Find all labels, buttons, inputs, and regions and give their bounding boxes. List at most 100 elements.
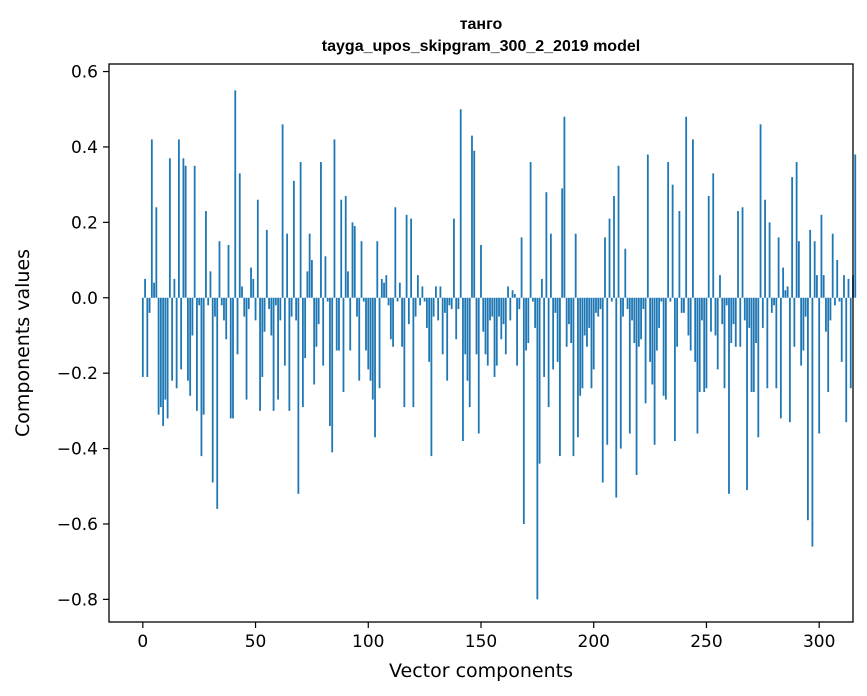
bar-92	[349, 297, 352, 351]
bar-8	[159, 297, 162, 408]
bar-211	[617, 165, 620, 298]
bar-20	[187, 297, 189, 381]
bar-74	[308, 233, 311, 298]
bar-72	[304, 297, 307, 359]
bar-272	[755, 297, 757, 343]
bar-212	[619, 297, 622, 449]
bar-166	[516, 297, 518, 366]
bar-196	[583, 297, 586, 336]
y-axis-label: Components values	[12, 249, 34, 437]
bar-35	[220, 297, 223, 306]
bar-284	[782, 267, 785, 298]
bar-266	[741, 207, 744, 298]
bar-172	[529, 162, 532, 298]
bar-207	[608, 218, 611, 298]
bar-26	[200, 297, 203, 457]
bar-60	[277, 297, 279, 400]
bar-108	[385, 275, 388, 298]
bar-242	[687, 297, 690, 336]
bar-223	[644, 297, 647, 404]
chart-subtitle: tayga_upos_skipgram_300_2_2019 model	[322, 38, 640, 55]
bar-163	[509, 297, 512, 321]
bar-204	[601, 297, 604, 483]
bar-145	[468, 297, 471, 408]
bar-series	[141, 90, 857, 600]
bar-111	[392, 297, 394, 347]
bar-260	[728, 297, 730, 494]
bar-139	[455, 297, 458, 340]
bar-140	[457, 297, 460, 310]
bar-187	[563, 116, 566, 298]
bar-311	[843, 275, 845, 298]
bar-91	[347, 271, 349, 298]
bar-44	[241, 286, 243, 298]
bar-250	[705, 297, 708, 389]
bar-289	[793, 297, 796, 347]
bar-147	[473, 150, 476, 298]
bar-38	[227, 244, 230, 298]
bar-152	[484, 297, 487, 355]
bar-298	[813, 241, 816, 298]
bar-241	[685, 116, 688, 298]
bar-168	[520, 237, 523, 298]
bar-136	[448, 297, 451, 306]
bar-208	[610, 297, 613, 302]
bar-281	[775, 297, 778, 389]
bar-222	[642, 297, 645, 310]
bar-295	[807, 297, 809, 521]
bar-129	[432, 297, 435, 317]
bar-109	[387, 297, 390, 306]
bar-202	[597, 297, 600, 317]
bar-199	[590, 297, 593, 389]
bar-151	[482, 297, 485, 332]
y-axis: −0.8 −0.6 −0.4 −0.2 0.0 0.2 0.4 0.6	[57, 63, 109, 610]
bar-23	[193, 165, 196, 298]
bar-101	[369, 297, 372, 381]
bar-257	[721, 297, 724, 325]
bar-285	[784, 290, 787, 298]
bar-246	[696, 297, 699, 434]
bar-265	[739, 297, 742, 347]
bar-133	[441, 297, 444, 355]
bar-225	[649, 297, 651, 362]
y-tick-label: 0.4	[71, 138, 98, 158]
bar-164	[511, 290, 514, 298]
bar-125	[423, 297, 426, 302]
bar-221	[640, 297, 642, 340]
bar-106	[380, 278, 383, 298]
bar-61	[279, 297, 282, 321]
bar-227	[653, 297, 656, 445]
bar-51	[256, 199, 259, 298]
y-tick-label: −0.2	[57, 364, 98, 384]
bar-312	[845, 297, 848, 423]
bar-177	[540, 278, 543, 298]
bar-282	[777, 237, 780, 298]
bar-228	[655, 297, 658, 351]
bar-79	[320, 162, 322, 298]
bar-275	[761, 297, 764, 328]
bar-255	[716, 297, 719, 370]
bar-10	[164, 297, 167, 400]
bar-97	[360, 241, 363, 298]
bar-244	[692, 139, 694, 298]
bar-3	[148, 297, 151, 313]
bar-203	[599, 297, 602, 310]
bar-98	[362, 297, 365, 302]
bar-182	[552, 297, 555, 370]
bar-185	[559, 297, 561, 457]
bar-22	[191, 297, 194, 336]
bar-89	[342, 297, 345, 393]
bar-303	[825, 297, 827, 332]
bar-308	[836, 260, 839, 298]
bar-64	[286, 233, 289, 298]
bar-210	[615, 297, 618, 498]
bar-9	[162, 297, 165, 426]
bar-232	[664, 297, 667, 400]
bar-237	[676, 297, 679, 347]
bar-239	[680, 297, 683, 313]
bar-118	[407, 297, 410, 325]
bar-280	[773, 297, 775, 306]
bar-189	[568, 297, 570, 325]
bar-62	[281, 124, 284, 298]
bar-135	[446, 297, 449, 381]
